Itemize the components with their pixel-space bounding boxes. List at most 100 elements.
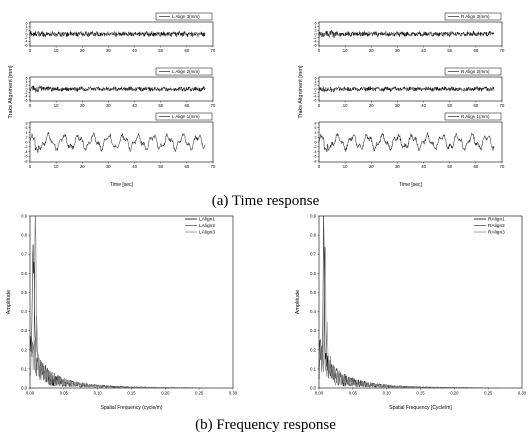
x-tick-label: 40 — [421, 103, 426, 108]
freq-chart-2: 0.0 0.1 0.2 0.3 0.4 0.5 0.6 0.7 0.8 0.9 0.00 0.05 0.… — [6, 214, 238, 412]
x-axis-label: Time [sec] — [110, 182, 133, 188]
y-tick-label: -8 — [24, 159, 27, 163]
y-tick-label: 0.8 — [310, 233, 316, 238]
y-tick-label: 2 — [315, 136, 317, 140]
x-tick-label: 10 — [54, 164, 59, 169]
y-tick-label: 0 — [315, 140, 317, 144]
x-tick-label: 30 — [106, 103, 111, 108]
caption-time-response: (a) Time response — [0, 193, 531, 210]
x-tick-label: 30 — [395, 164, 400, 169]
y-axis-label: Traks Alignment [mm] — [298, 65, 304, 118]
y-tick-label: 0.5 — [310, 290, 316, 295]
x-tick-label: 20 — [80, 48, 85, 53]
series-line — [319, 322, 522, 388]
x-tick-label: 10 — [343, 103, 348, 108]
y-tick-label: 2 — [26, 136, 28, 140]
y-tick-label: 6 — [26, 126, 28, 130]
x-tick-label: 40 — [132, 48, 137, 53]
legend-label: L Align 3(mm) — [172, 14, 200, 19]
x-tick-label: 70 — [500, 48, 505, 53]
series-line — [30, 132, 205, 152]
legend-label: R Align 3(mm) — [461, 14, 490, 19]
legend-label: LAlign1 — [199, 217, 215, 223]
x-tick-label: 40 — [421, 48, 426, 53]
x-tick-label: 0.05 — [60, 391, 69, 396]
y-tick-label: 0.4 — [21, 309, 27, 314]
x-tick-label: 0.20 — [450, 391, 459, 396]
x-tick-label: 30 — [395, 48, 400, 53]
plot-frame — [30, 216, 233, 388]
y-tick-label: 0.8 — [21, 233, 27, 238]
time-chart-1: 6420-2-4-60 10 20 30 40 50 60 70R Align 3(mm)64… — [298, 13, 505, 188]
y-tick-label: 8 — [26, 121, 28, 125]
y-tick-label: 0.9 — [21, 214, 27, 219]
y-tick-label: -6 — [313, 155, 316, 159]
x-tick-label: 0.10 — [94, 391, 103, 396]
series-line — [319, 30, 494, 38]
x-tick-label: 0.15 — [416, 391, 425, 396]
x-tick-label: 60 — [185, 103, 190, 108]
x-tick-label: 70 — [500, 103, 505, 108]
x-tick-label: 60 — [474, 103, 479, 108]
y-tick-label: 0.7 — [310, 252, 316, 257]
y-tick-label: 0.6 — [21, 271, 27, 276]
y-tick-label: 4 — [26, 131, 28, 135]
x-tick-label: 0 — [29, 164, 32, 169]
legend-label: RAlign3 — [488, 230, 505, 236]
legend-label: RAlign2 — [488, 223, 505, 229]
legend-label: L Align 2(mm) — [172, 69, 200, 74]
x-tick-label: 0.25 — [195, 391, 204, 396]
x-tick-label: 0 — [318, 164, 321, 169]
x-tick-label: 50 — [447, 164, 452, 169]
y-tick-label: -4 — [24, 150, 27, 154]
y-tick-label: -6 — [313, 43, 316, 47]
x-tick-label: 50 — [158, 48, 163, 53]
y-tick-label: -6 — [24, 43, 27, 47]
x-tick-label: 40 — [421, 164, 426, 169]
x-tick-label: 30 — [106, 164, 111, 169]
x-tick-label: 0.30 — [229, 391, 238, 396]
y-tick-label: 0.1 — [21, 366, 27, 371]
x-tick-label: 30 — [106, 48, 111, 53]
legend-label: RAlign1 — [488, 217, 505, 223]
x-tick-label: 50 — [447, 103, 452, 108]
y-tick-label: -2 — [313, 145, 316, 149]
y-tick-label: 0.5 — [21, 290, 27, 295]
x-tick-label: 60 — [185, 48, 190, 53]
legend-label: R Align 1(mm) — [461, 114, 490, 119]
series-line — [30, 216, 233, 388]
x-axis-label: Spatial Frequency [Cycle/m] — [389, 405, 452, 411]
y-axis-label: Amplitude — [6, 290, 12, 314]
x-tick-label: 0.25 — [484, 391, 493, 396]
x-tick-label: 10 — [54, 103, 59, 108]
x-tick-label: 20 — [369, 164, 374, 169]
x-tick-label: 0 — [29, 103, 32, 108]
x-tick-label: 50 — [158, 103, 163, 108]
x-tick-label: 60 — [474, 164, 479, 169]
y-tick-label: 0 — [26, 140, 28, 144]
x-tick-label: 40 — [132, 103, 137, 108]
y-tick-label: 0.2 — [21, 347, 27, 352]
x-tick-label: 0.20 — [161, 391, 170, 396]
x-axis-label: Spatial Frequency (cycle/m) — [101, 405, 163, 411]
y-axis-label: Traks Alignment [mm] — [8, 65, 14, 118]
x-tick-label: 30 — [395, 103, 400, 108]
x-tick-label: 0 — [29, 48, 32, 53]
legend-label: LAlign3 — [199, 230, 215, 236]
plot-frame — [319, 216, 522, 388]
series-line — [30, 31, 205, 38]
x-tick-label: 50 — [447, 48, 452, 53]
series-line — [30, 316, 233, 388]
x-tick-label: 50 — [158, 164, 163, 169]
x-tick-label: 70 — [500, 164, 505, 169]
y-tick-label: 8 — [315, 121, 317, 125]
series-line — [319, 132, 494, 152]
y-tick-label: 0.9 — [310, 214, 316, 219]
y-tick-label: -6 — [24, 155, 27, 159]
series-line — [30, 245, 233, 388]
x-tick-label: 70 — [211, 164, 216, 169]
y-tick-label: 0.1 — [310, 366, 316, 371]
x-tick-label: 10 — [343, 164, 348, 169]
legend-label: L Align 1(mm) — [172, 114, 200, 119]
